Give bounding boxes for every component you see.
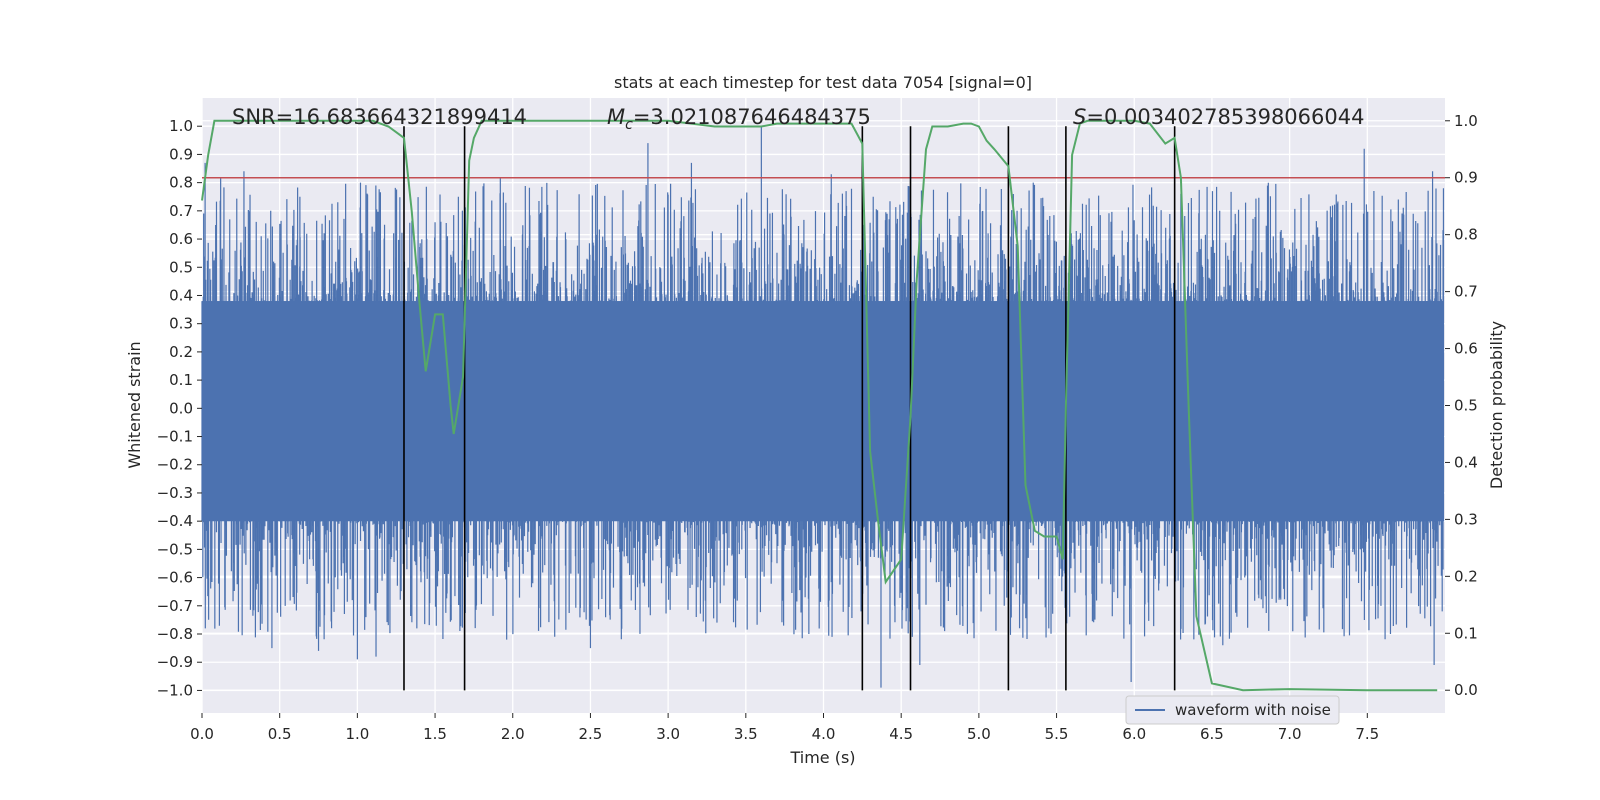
x-tick-label: 7.0 [1278,725,1302,743]
legend-label: waveform with noise [1175,701,1331,719]
x-tick-label: 4.0 [812,725,836,743]
x-tick-label: 7.5 [1355,725,1379,743]
legend-box [1125,695,1340,725]
y-tick-label-left: −0.2 [157,456,193,474]
y-tick-label-right: 0.3 [1454,510,1478,528]
chirp-mass-value: =3.021087646484375 [633,105,871,129]
x-tick-label: 5.0 [967,725,991,743]
y-tick-label-left: 0.0 [169,399,193,417]
legend: waveform with noise [1125,695,1340,725]
y-tick-label-left: 0.9 [169,145,193,163]
y-tick-label-right: 0.7 [1454,283,1478,301]
x-tick-label: 1.0 [345,725,369,743]
x-tick-label: 5.5 [1045,725,1069,743]
y-tick-label-right: 0.0 [1454,681,1478,699]
y-tick-label-left: −0.9 [157,653,193,671]
y-tick-label-right: 0.5 [1454,397,1478,415]
y-tick-label-right: 1.0 [1454,112,1478,130]
y-tick-label-right: 0.1 [1454,624,1478,642]
y-tick-label-left: −0.8 [157,625,193,643]
y-tick-label-left: −0.5 [157,540,193,558]
y-axis-label-right: Detection probability [1487,321,1506,489]
y-tick-label-right: 0.2 [1454,567,1478,585]
waveform-body [202,301,1444,522]
x-tick-label: 3.0 [656,725,680,743]
chirp-mass-subscript: c [625,117,633,133]
y-tick-label-left: 0.7 [169,202,193,220]
snr-annotation: SNR=16.683664321899414 [232,105,527,129]
y-tick-label-right: 0.9 [1454,169,1478,187]
axes: 0.0 0.5 1.0 1.5 2.0 2.5 3.0 3.5 4.0 4.5 5.0 5.5 6.0 6… [157,112,1478,743]
y-tick-label-right: 0.6 [1454,340,1478,358]
y-axis-label-left: Whitened strain [125,341,144,468]
vertical-markers [403,126,1176,691]
chirp-mass-symbol: M [607,105,625,129]
y-tick-label-left: −0.7 [157,597,193,615]
y-tick-label-right: 0.4 [1454,453,1478,471]
y-tick-label-left: −0.6 [157,569,193,587]
x-tick-label: 1.5 [423,725,447,743]
x-tick-label: 3.5 [734,725,758,743]
s-value: =0.003402785398066044 [1086,105,1364,129]
s-symbol: S [1073,105,1086,129]
y-tick-label-left: −0.3 [157,484,193,502]
x-tick-label: 2.0 [501,725,525,743]
y-tick-label-left: 0.5 [169,258,193,276]
y-tick-label-right: 0.8 [1454,226,1478,244]
waveform-series [201,126,1445,688]
x-tick-label: 6.5 [1200,725,1224,743]
chart-title: stats at each timestep for test data 705… [614,73,1032,92]
y-tick-label-left: 0.2 [169,343,193,361]
y-tick-label-left: −0.4 [157,512,193,530]
probability-series [201,119,1438,692]
y-tick-label-left: −1.0 [157,681,193,699]
x-tick-label: 4.5 [889,725,913,743]
y-tick-label-left: 0.4 [169,286,193,304]
y-tick-label-left: 0.6 [169,230,193,248]
chirp-mass-annotation: Mc=3.021087646484375 [607,105,871,133]
y-tick-label-left: −0.1 [157,428,193,446]
y-tick-label-left: 0.1 [169,371,193,389]
x-tick-label: 6.0 [1122,725,1146,743]
x-tick-label: 2.5 [579,725,603,743]
x-tick-label: 0.5 [268,725,292,743]
probability-line [201,119,1438,692]
x-tick-label: 0.0 [190,725,214,743]
y-tick-label-left: 1.0 [169,117,193,135]
s-annotation: S=0.003402785398066044 [1073,105,1364,129]
y-tick-label-left: 0.8 [169,174,193,192]
y-tick-label-left: 0.3 [169,315,193,333]
x-axis-label: Time (s) [789,748,855,767]
